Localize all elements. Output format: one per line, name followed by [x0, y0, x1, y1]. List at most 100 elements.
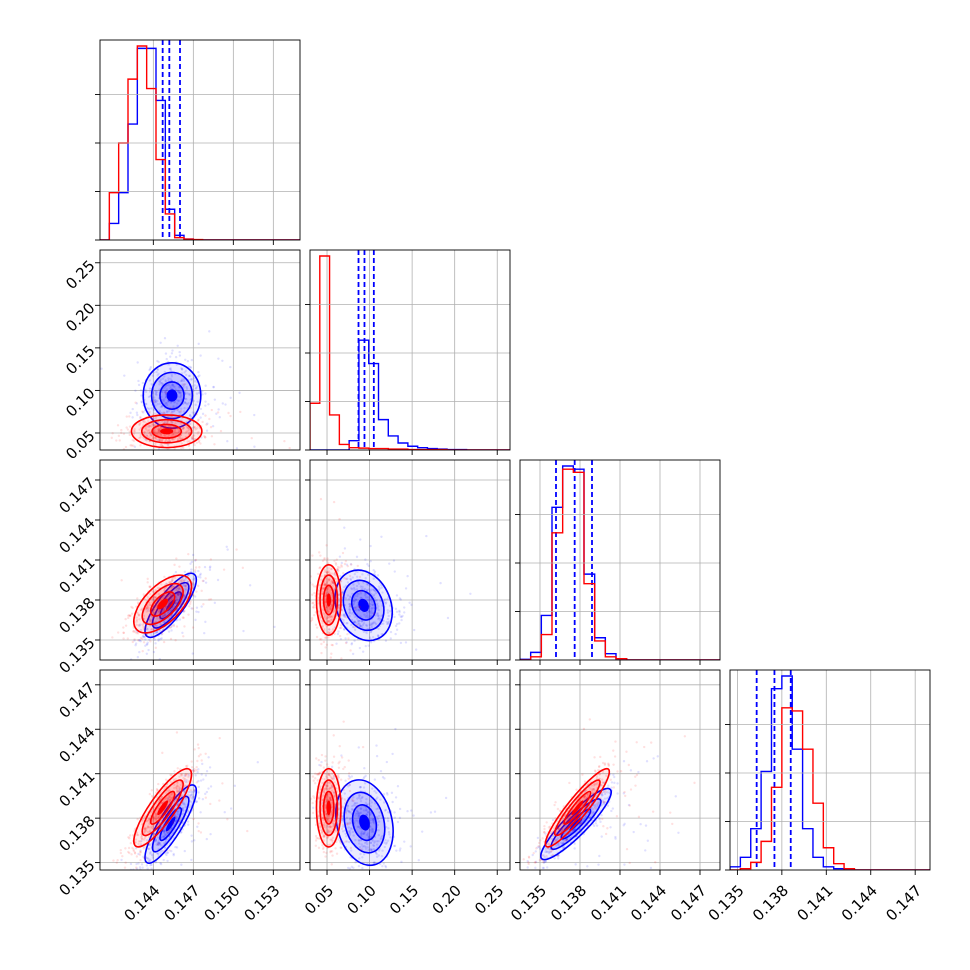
- sample-point: [320, 831, 324, 835]
- sample-point: [159, 426, 163, 429]
- sample-point: [152, 590, 155, 594]
- sample-point: [596, 801, 599, 804]
- sample-point: [186, 429, 189, 433]
- sample-point: [380, 535, 383, 538]
- sample-point: [199, 576, 202, 579]
- sample-point: [207, 756, 210, 759]
- sample-point: [302, 857, 304, 859]
- sample-point: [159, 405, 163, 409]
- sample-point: [190, 766, 194, 769]
- sample-point: [368, 610, 371, 614]
- sample-point: [192, 389, 195, 392]
- sample-point: [531, 853, 534, 857]
- sample-point: [342, 571, 345, 575]
- sample-point: [348, 608, 351, 611]
- sample-point: [316, 772, 319, 776]
- sample-point: [377, 608, 380, 612]
- sample-point: [179, 409, 183, 413]
- sample-point: [600, 835, 603, 838]
- sample-point: [178, 618, 182, 621]
- sample-point: [360, 834, 363, 838]
- sample-point: [154, 430, 157, 433]
- sample-point: [178, 787, 181, 790]
- sample-point: [339, 574, 342, 578]
- sample-point: [354, 819, 358, 822]
- sample-point: [146, 604, 149, 608]
- sample-point: [139, 636, 143, 640]
- sample-point: [359, 807, 362, 810]
- sample-point: [312, 606, 315, 609]
- sample-point: [188, 429, 191, 432]
- sample-point: [379, 617, 382, 621]
- sample-point: [153, 624, 156, 627]
- sample-point: [325, 812, 328, 816]
- sample-point: [170, 598, 174, 601]
- sample-point: [345, 840, 349, 843]
- sample-point: [334, 577, 337, 581]
- sample-point: [175, 786, 178, 789]
- sample-point: [153, 833, 156, 837]
- sample-point: [162, 842, 166, 845]
- sample-point: [385, 620, 388, 624]
- sample-point: [337, 776, 341, 779]
- sample-point: [646, 839, 650, 842]
- sample-point: [541, 866, 545, 870]
- sample-point: [150, 407, 153, 410]
- sample-point: [235, 447, 239, 450]
- sample-point: [326, 620, 329, 623]
- sample-point: [189, 422, 192, 426]
- sample-point: [157, 816, 160, 820]
- sample-point: [194, 403, 197, 407]
- sample-point: [359, 807, 363, 810]
- sample-point: [377, 839, 380, 843]
- sample-point: [566, 837, 570, 841]
- sample-point: [316, 779, 319, 782]
- sample-point: [152, 598, 155, 602]
- sample-point: [172, 385, 175, 388]
- sample-point: [169, 593, 173, 597]
- sample-point: [357, 812, 361, 815]
- sample-point: [127, 850, 130, 854]
- sample-point: [170, 410, 174, 413]
- sample-point: [165, 791, 168, 795]
- sample-point: [159, 797, 163, 800]
- y-tick-label: 0.20: [62, 299, 98, 335]
- sample-point: [182, 635, 185, 638]
- sample-point: [357, 623, 360, 626]
- y-tick-label: 0.05: [62, 427, 98, 463]
- sample-point: [322, 789, 325, 792]
- sample-point: [192, 578, 195, 581]
- sample-point: [151, 608, 154, 612]
- sample-point: [187, 613, 190, 616]
- sample-point: [381, 834, 384, 838]
- sample-point: [592, 810, 596, 814]
- sample-point: [388, 604, 392, 607]
- sample-point: [326, 591, 330, 594]
- sample-point: [364, 615, 368, 618]
- sample-point: [363, 593, 367, 597]
- sample-point: [376, 634, 380, 637]
- sample-point: [160, 802, 164, 805]
- sample-point: [150, 619, 153, 623]
- sample-point: [218, 416, 221, 419]
- sample-point: [594, 822, 598, 825]
- sample-point: [218, 736, 221, 740]
- sample-point: [319, 497, 323, 501]
- y-tick-label: 0.144: [55, 723, 98, 766]
- sample-point: [340, 842, 343, 845]
- sample-point: [151, 374, 155, 377]
- sample-point: [324, 646, 327, 649]
- sample-point: [146, 641, 149, 644]
- sample-point: [197, 569, 200, 573]
- sample-point: [162, 608, 166, 611]
- sample-point: [167, 424, 170, 428]
- sample-point: [334, 812, 337, 815]
- sample-point: [362, 832, 365, 835]
- sample-point: [157, 430, 160, 433]
- sample-point: [198, 573, 202, 577]
- sample-point: [134, 630, 137, 634]
- sample-point: [178, 788, 181, 791]
- sample-point: [199, 811, 202, 814]
- sample-point: [592, 788, 595, 791]
- sample-point: [150, 794, 154, 798]
